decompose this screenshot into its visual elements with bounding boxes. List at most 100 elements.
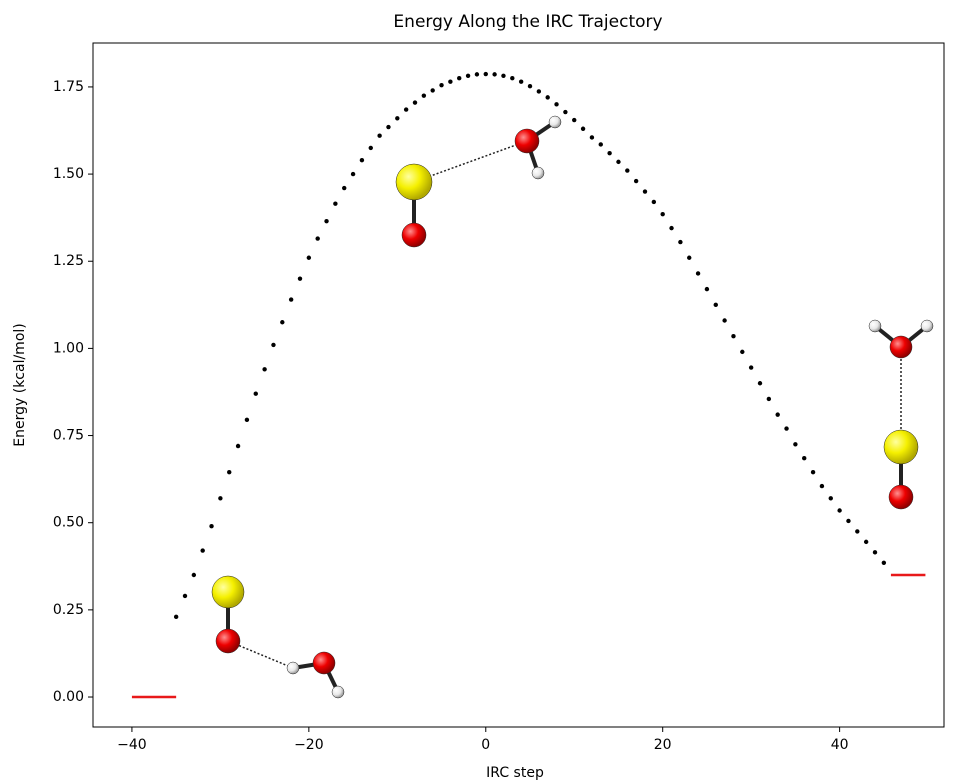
data-point [590, 135, 594, 139]
data-point [218, 496, 222, 500]
data-point [510, 76, 514, 80]
data-point [802, 456, 806, 460]
data-point [492, 72, 496, 76]
x-tick-label: −40 [117, 737, 147, 753]
data-point [572, 118, 576, 122]
data-point [563, 110, 567, 114]
data-point [678, 240, 682, 244]
data-point [209, 524, 213, 528]
data-point [599, 142, 603, 146]
data-point [855, 529, 859, 533]
data-point [315, 236, 319, 240]
data-point [174, 615, 178, 619]
data-point [439, 83, 443, 87]
data-point [687, 256, 691, 260]
data-point [775, 412, 779, 416]
data-point [811, 470, 815, 474]
y-tick-label: 0.75 [53, 428, 84, 444]
y-tick-label: 0.00 [53, 689, 84, 705]
data-point [607, 151, 611, 155]
data-point [705, 287, 709, 291]
data-point [625, 168, 629, 172]
x-tick-label: 40 [831, 737, 849, 753]
data-point [714, 303, 718, 307]
x-tick-label: 20 [654, 737, 672, 753]
data-point [245, 418, 249, 422]
data-point [183, 594, 187, 598]
data-point [192, 573, 196, 577]
data-point [660, 212, 664, 216]
x-tick-label: 0 [481, 737, 490, 753]
chart: Energy Along the IRC Trajectory IRC step… [0, 0, 956, 784]
data-point [554, 102, 558, 106]
y-tick-label: 0.25 [53, 602, 84, 618]
x-tick-label: −20 [294, 737, 324, 753]
x-axis-label: IRC step [486, 765, 544, 781]
data-point [846, 519, 850, 523]
data-point [537, 89, 541, 93]
data-point [280, 320, 284, 324]
molecule-reactant [212, 576, 344, 698]
data-point [767, 397, 771, 401]
data-point [864, 540, 868, 544]
data-point [289, 297, 293, 301]
y-tick-label: 0.50 [53, 515, 84, 531]
data-point [696, 271, 700, 275]
data-point [386, 125, 390, 129]
y-tick-label: 1.50 [53, 166, 84, 182]
data-point [758, 381, 762, 385]
y-tick-label: 1.00 [53, 340, 84, 356]
data-point [519, 79, 523, 83]
data-point [669, 226, 673, 230]
data-point [731, 334, 735, 338]
data-point [501, 74, 505, 78]
data-point [873, 550, 877, 554]
data-point [404, 107, 408, 111]
data-point [484, 72, 488, 76]
data-point [324, 219, 328, 223]
data-point [262, 367, 266, 371]
data-point [722, 318, 726, 322]
data-point [545, 95, 549, 99]
data-point [333, 202, 337, 206]
data-point [448, 79, 452, 83]
data-point [254, 392, 258, 396]
data-point [369, 146, 373, 150]
data-point [652, 200, 656, 204]
data-point [882, 561, 886, 565]
data-point [749, 365, 753, 369]
data-point [236, 444, 240, 448]
data-point [528, 84, 532, 88]
data-point [298, 276, 302, 280]
chart-title: Energy Along the IRC Trajectory [393, 12, 662, 32]
data-point [581, 127, 585, 131]
data-point [643, 189, 647, 193]
data-point [475, 72, 479, 76]
data-point [466, 74, 470, 78]
data-point [413, 100, 417, 104]
data-point [634, 179, 638, 183]
data-point [342, 186, 346, 190]
data-point [457, 76, 461, 80]
data-point [740, 350, 744, 354]
data-point [422, 93, 426, 97]
data-point [820, 484, 824, 488]
data-point [307, 256, 311, 260]
y-tick-label: 1.75 [53, 79, 84, 95]
data-point [227, 470, 231, 474]
data-point [271, 343, 275, 347]
data-point [784, 426, 788, 430]
data-point [837, 508, 841, 512]
data-point [377, 134, 381, 138]
data-point [360, 158, 364, 162]
data-point [793, 442, 797, 446]
y-axis-label: Energy (kcal/mol) [12, 323, 28, 446]
data-point [395, 116, 399, 120]
molecule-ts [396, 116, 561, 247]
data-point [200, 548, 204, 552]
molecule-product [869, 320, 933, 509]
y-tick-label: 1.25 [53, 253, 84, 269]
data-point [351, 172, 355, 176]
data-point [430, 88, 434, 92]
data-point [616, 160, 620, 164]
